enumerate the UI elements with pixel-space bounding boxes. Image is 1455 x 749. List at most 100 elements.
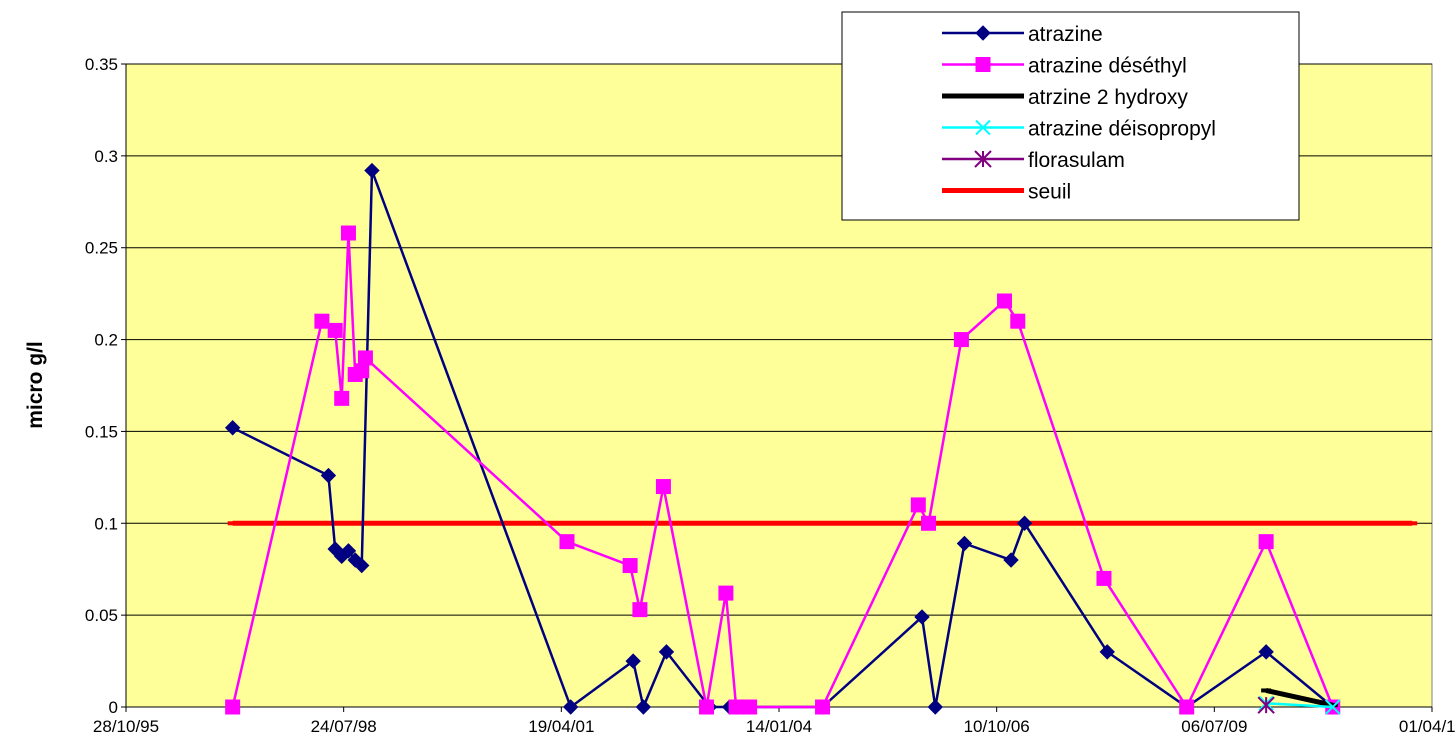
- data-point: [357, 350, 373, 366]
- data-point: [622, 558, 638, 574]
- data-point: [320, 467, 337, 484]
- data-point: [1261, 521, 1272, 526]
- data-point: [1181, 521, 1192, 526]
- data-point: [658, 644, 675, 660]
- data-point: [224, 420, 241, 436]
- data-point: [731, 521, 742, 526]
- data-point: [334, 390, 350, 406]
- y-tick-label: 0.35: [85, 55, 118, 74]
- data-point: [632, 602, 648, 618]
- data-point: [1261, 688, 1272, 693]
- legend-marker: [975, 57, 991, 72]
- data-point: [336, 521, 347, 526]
- data-point: [314, 313, 330, 329]
- data-point: [340, 225, 356, 241]
- series-atrzine-2-hydroxy: [1261, 688, 1338, 708]
- data-point: [227, 521, 238, 526]
- data-point: [1010, 313, 1026, 329]
- series-seuil: [227, 520, 1418, 526]
- data-point: [910, 497, 926, 513]
- data-point: [817, 521, 828, 526]
- data-point: [742, 699, 758, 715]
- data-point: [1003, 552, 1019, 568]
- data-point: [350, 521, 361, 526]
- x-tick-label: 10/10/06: [964, 717, 1030, 736]
- y-tick-label: 0.3: [94, 147, 118, 166]
- data-point: [815, 699, 831, 715]
- data-point: [364, 162, 380, 179]
- data-point: [419, 521, 430, 526]
- data-point: [1099, 644, 1115, 660]
- legend-label: atrzine 2 hydroxy: [1028, 86, 1188, 109]
- data-point: [1096, 570, 1112, 586]
- legend-marker: [974, 150, 992, 168]
- data-point: [953, 332, 969, 348]
- y-tick-label: 0.15: [85, 422, 118, 441]
- data-point: [327, 322, 343, 338]
- data-point: [1179, 699, 1195, 715]
- data-point: [997, 293, 1013, 309]
- data-point: [360, 521, 371, 526]
- legend-label: seuil: [1028, 181, 1071, 204]
- data-point: [718, 585, 734, 601]
- data-point: [956, 521, 967, 526]
- legend-label: atrazine: [1028, 23, 1103, 46]
- data-point: [343, 521, 354, 526]
- data-point: [1407, 521, 1418, 526]
- series-line: [1266, 702, 1333, 709]
- data-point: [1098, 521, 1109, 526]
- data-point: [559, 534, 575, 550]
- data-point: [561, 521, 572, 526]
- x-tick-label: 06/07/09: [1181, 717, 1247, 736]
- data-series: [224, 162, 1418, 715]
- data-point: [927, 699, 943, 715]
- series-florasulam: [1257, 696, 1275, 714]
- data-point: [1325, 699, 1341, 715]
- x-tick-label: 01/04/12: [1399, 717, 1455, 736]
- x-tick-label: 19/04/01: [528, 717, 594, 736]
- y-tick-label: 0.1: [94, 514, 118, 533]
- data-point: [744, 521, 755, 526]
- legend-label: atrazine déséthyl: [1028, 55, 1187, 78]
- x-tick-label: 24/07/98: [311, 717, 377, 736]
- data-point: [635, 699, 652, 715]
- y-tick-label: 0.25: [85, 239, 118, 258]
- data-point: [1327, 703, 1338, 708]
- data-point: [1327, 521, 1338, 526]
- data-point: [225, 699, 241, 715]
- data-point: [354, 363, 370, 379]
- data-point: [1257, 696, 1275, 714]
- data-point: [914, 609, 930, 625]
- data-point: [701, 521, 712, 526]
- data-point: [354, 557, 370, 574]
- data-point: [921, 515, 937, 531]
- data-point: [625, 653, 641, 669]
- data-point: [1258, 644, 1274, 660]
- data-point: [1258, 534, 1274, 550]
- legend-box: [841, 11, 1300, 221]
- y-tick-label: 0.2: [94, 331, 118, 350]
- x-tick-label: 28/10/95: [93, 717, 159, 736]
- x-tick-label: 14/01/04: [746, 717, 812, 736]
- data-point: [913, 521, 924, 526]
- y-axis-title: micro g/l: [24, 341, 47, 429]
- data-point: [316, 521, 327, 526]
- y-tick-label: 0: [109, 698, 118, 717]
- data-point: [956, 535, 973, 552]
- legend-marker: [978, 94, 988, 98]
- data-point: [1016, 515, 1033, 531]
- legend: atrazine atrazine déséthyl atrzine 2 hydro…: [841, 11, 1300, 221]
- data-point: [720, 521, 731, 526]
- data-point: [330, 521, 341, 526]
- legend-label: florasulam: [1028, 149, 1125, 172]
- data-point: [562, 699, 579, 715]
- y-tick-label: 0.05: [85, 606, 118, 625]
- data-point: [658, 521, 669, 526]
- data-point: [625, 521, 636, 526]
- data-point: [340, 543, 357, 559]
- legend-marker: [978, 188, 988, 193]
- legend-marker: [975, 119, 991, 136]
- data-point: [699, 699, 715, 715]
- legend-label: atrazine déisopropyl: [1028, 118, 1216, 141]
